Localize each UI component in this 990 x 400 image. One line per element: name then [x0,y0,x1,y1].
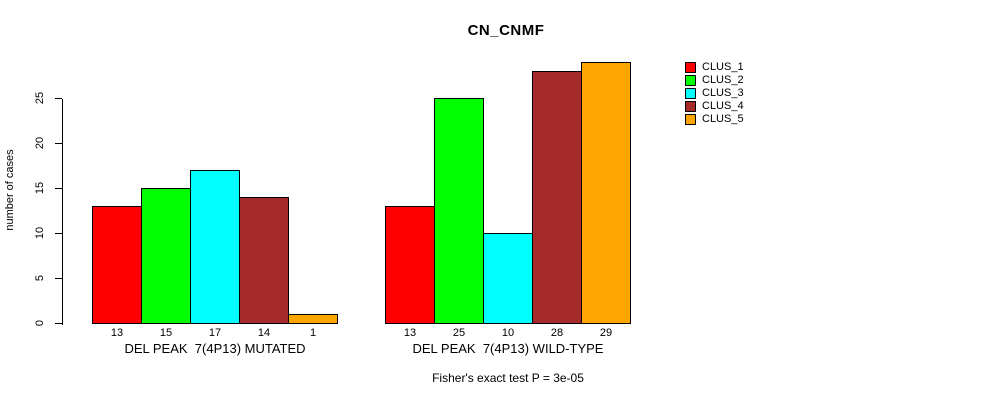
bar [385,206,435,324]
bar [239,197,289,324]
group-label: DEL PEAK 7(4P13) WILD-TYPE [412,341,604,356]
bar-value-label: 28 [550,327,564,339]
bar-value-label: 15 [159,327,173,339]
y-tick [55,98,62,99]
y-tick [55,233,62,234]
bar [581,62,631,324]
bar [190,170,240,324]
bar [532,71,582,324]
legend-swatch [685,75,696,86]
y-tick-label: 20 [34,136,46,150]
bar-value-label: 14 [257,327,271,339]
bar-value-label: 13 [403,327,417,339]
y-axis-label: number of cases [4,149,16,231]
y-tick [55,143,62,144]
legend-swatch [685,62,696,73]
bar [434,98,484,324]
legend-label: CLUS_1 [702,61,744,73]
bar-value-label: 1 [309,327,317,339]
bar-value-label: 17 [208,327,222,339]
legend-swatch [685,114,696,125]
legend-swatch [685,88,696,99]
y-tick-label: 25 [34,91,46,105]
legend-label: CLUS_5 [702,113,744,125]
legend-label: CLUS_4 [702,100,744,112]
legend-swatch [685,101,696,112]
chart-title: CN_CNMF [467,22,545,39]
bar-value-label: 13 [110,327,124,339]
bar [483,233,533,324]
bar [141,188,191,324]
legend-label: CLUS_3 [702,87,744,99]
bar-value-label: 29 [599,327,613,339]
group-label: DEL PEAK 7(4P13) MUTATED [124,341,306,356]
y-tick-label: 15 [34,181,46,195]
bar [288,314,338,324]
legend-label: CLUS_2 [702,74,744,86]
y-tick [55,188,62,189]
annotation-text: Fisher's exact test P = 3e-05 [432,371,584,385]
y-tick-label: 0 [34,319,46,327]
y-tick-label: 10 [34,226,46,240]
bar-value-label: 25 [452,327,466,339]
y-tick-label: 5 [34,274,46,282]
bar-value-label: 10 [501,327,515,339]
y-tick [55,323,62,324]
y-tick [55,278,62,279]
y-axis-line [62,99,63,325]
bar [92,206,142,324]
